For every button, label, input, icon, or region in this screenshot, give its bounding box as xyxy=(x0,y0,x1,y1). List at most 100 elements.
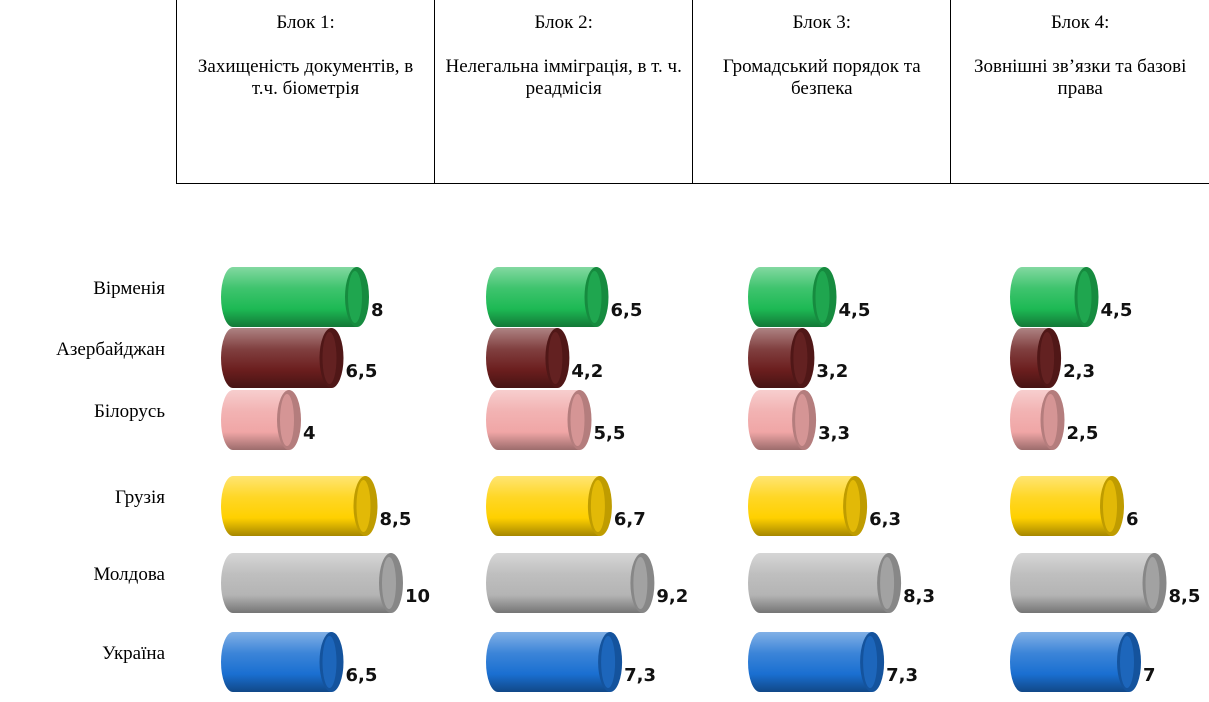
bar-body xyxy=(486,553,643,613)
bar xyxy=(1010,267,1099,327)
bar-cap-highlight xyxy=(382,557,396,609)
value-label: 8 xyxy=(371,300,384,321)
bar-cap-highlight xyxy=(863,636,878,688)
bar-cap-highlight xyxy=(1077,271,1092,323)
category-label: Вірменія xyxy=(93,278,165,299)
block-cell-2: Блок 2: Нелегальна імміграція, в т. ч. р… xyxy=(434,0,694,184)
bar-body xyxy=(748,328,803,388)
bar-body xyxy=(1010,632,1129,692)
value-label: 7,3 xyxy=(624,665,656,686)
bar-cap-highlight xyxy=(356,480,371,532)
value-label: 7 xyxy=(1143,665,1156,686)
value-label: 5,5 xyxy=(594,423,626,444)
bar-body xyxy=(221,632,332,692)
value-label: 4 xyxy=(303,423,316,444)
bar-cap-highlight xyxy=(601,636,616,688)
bar-body xyxy=(221,267,357,327)
bar-cap-highlight xyxy=(880,557,895,609)
bar-cap-highlight xyxy=(322,636,337,688)
bar-cap-highlight xyxy=(322,332,337,384)
category-label: Азербайджан xyxy=(56,339,165,360)
block-title: Блок 1: xyxy=(276,12,335,33)
value-label: 2,3 xyxy=(1063,361,1095,382)
block-cell-4: Блок 4: Зовнішні зв’язки та базові права xyxy=(950,0,1209,184)
bar-body xyxy=(486,267,597,327)
bar xyxy=(486,267,609,327)
block-title: Блок 3: xyxy=(792,12,852,33)
bar-body xyxy=(486,476,600,536)
category-label: Молдова xyxy=(94,564,166,585)
bar-cap-highlight xyxy=(1043,394,1058,446)
block-description: Зовнішні зв’язки та базові права xyxy=(973,56,1187,99)
panel-1: 8 6,5 4 8,5 10 6,5 xyxy=(221,267,432,692)
value-label: 6 xyxy=(1126,509,1139,530)
block-header-table: Блок 1: Захищеність документів, в т.ч. б… xyxy=(175,0,1209,184)
bar xyxy=(1010,390,1065,450)
value-label: 8,3 xyxy=(903,586,935,607)
bar xyxy=(486,476,612,536)
block-title: Блок 4: xyxy=(1050,12,1110,33)
bar-body xyxy=(486,632,611,692)
bar-cap-highlight xyxy=(795,394,810,446)
bar xyxy=(748,390,817,450)
value-label: 6,3 xyxy=(869,509,901,530)
bar-cap-highlight xyxy=(846,480,861,532)
bar-body xyxy=(486,390,580,450)
bar-body xyxy=(748,267,825,327)
block-title: Блок 2: xyxy=(534,12,593,33)
bar-cap-highlight xyxy=(815,271,830,323)
bar xyxy=(221,476,378,536)
value-label: 2,5 xyxy=(1067,423,1099,444)
value-label: 8,5 xyxy=(380,509,412,530)
value-label: 7,3 xyxy=(886,665,918,686)
bar xyxy=(748,553,902,613)
bar xyxy=(1010,553,1167,613)
bar-body xyxy=(221,390,289,450)
value-label: 4,5 xyxy=(1101,300,1133,321)
value-label: 8,5 xyxy=(1169,586,1201,607)
value-label: 6,5 xyxy=(346,665,378,686)
bar-cap-highlight xyxy=(587,271,602,323)
bar xyxy=(748,632,885,692)
bar xyxy=(1010,328,1062,388)
block-cell-3: Блок 3: Громадський порядок та безпека xyxy=(692,0,952,184)
bar xyxy=(221,553,403,613)
value-label: 4,2 xyxy=(571,361,603,382)
bar-cap-highlight xyxy=(1040,332,1055,384)
bar xyxy=(221,267,369,327)
bar-body xyxy=(221,328,332,388)
bar-body xyxy=(1010,390,1053,450)
bar-cap-highlight xyxy=(280,394,294,446)
bar-body xyxy=(1010,553,1155,613)
panel-3: 4,5 3,2 3,3 6,3 8,3 7,3 xyxy=(748,267,936,692)
value-label: 10 xyxy=(405,586,430,607)
category-label: Грузія xyxy=(115,487,165,508)
bar-cap-highlight xyxy=(793,332,808,384)
bar-cap-highlight xyxy=(1145,557,1160,609)
value-label: 6,7 xyxy=(614,509,646,530)
bar-body xyxy=(748,390,805,450)
block-description: Захищеність документів, в т.ч. біометрія xyxy=(197,56,414,99)
value-label: 9,2 xyxy=(656,586,688,607)
bar-cap-highlight xyxy=(1103,480,1117,532)
panel-2: 6,5 4,2 5,5 6,7 9,2 7,3 xyxy=(486,267,690,692)
bar-cap-highlight xyxy=(590,480,605,532)
bar-body xyxy=(748,632,873,692)
value-label: 3,3 xyxy=(818,423,850,444)
bar xyxy=(748,328,815,388)
block-description: Громадський порядок та безпека xyxy=(722,56,921,99)
block-description: Нелегальна імміграція, в т. ч. реадмісія xyxy=(445,56,682,99)
bar-body xyxy=(221,476,366,536)
panel-4: 4,5 2,3 2,5 6 8,5 7 xyxy=(1010,267,1202,692)
bar xyxy=(748,476,868,536)
bar-body xyxy=(486,328,558,388)
bar xyxy=(221,632,344,692)
bar xyxy=(1010,632,1141,692)
bar-cap-highlight xyxy=(633,557,648,609)
bar xyxy=(486,390,592,450)
bar xyxy=(486,328,570,388)
block-cell-1: Блок 1: Захищеність документів, в т.ч. б… xyxy=(175,0,436,184)
bar xyxy=(486,632,623,692)
bar-body xyxy=(748,476,856,536)
